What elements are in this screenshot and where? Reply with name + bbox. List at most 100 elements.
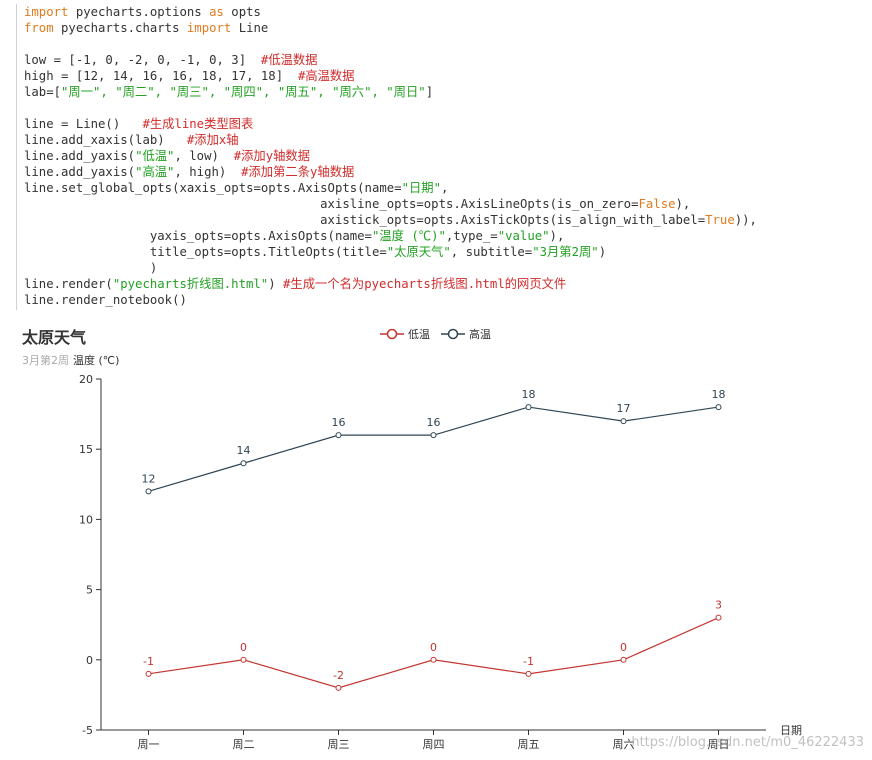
data-point xyxy=(430,656,437,663)
code-token: line.render_notebook() xyxy=(24,293,187,307)
legend-item-high[interactable]: 高温 xyxy=(441,326,491,342)
data-point xyxy=(145,670,152,677)
code-line: line.add_yaxis("高温", high) #添加第二条y轴数据 xyxy=(24,164,354,180)
data-point xyxy=(145,488,152,495)
x-axis-name: 日期 xyxy=(780,724,802,737)
code-token: import xyxy=(186,21,232,35)
data-label: -2 xyxy=(333,669,344,682)
code-token: line.add_yaxis( xyxy=(24,149,136,163)
code-token: line.set_global_opts(xaxis_opts=opts.Axi… xyxy=(24,181,402,195)
code-line: from pyecharts.charts import Line xyxy=(24,20,268,36)
code-token: line.render( xyxy=(24,277,113,291)
data-point xyxy=(525,404,532,411)
data-label: 0 xyxy=(620,641,627,654)
code-token: pyecharts.charts xyxy=(53,21,187,35)
code-line: axisline_opts=opts.AxisLineOpts(is_on_ze… xyxy=(24,196,690,212)
data-label: 16 xyxy=(332,416,346,429)
code-token: #添加x轴 xyxy=(186,133,239,147)
code-token: "太原天气" xyxy=(386,245,451,259)
code-token: , high) xyxy=(174,165,242,179)
x-tick-label: 周五 xyxy=(518,738,540,751)
data-label: 14 xyxy=(237,444,251,457)
line-chart: 太原天气 3月第2周 温度 (℃) 低温 高温 -5 0 5 10 15 20 周一 周二 周三… xyxy=(0,318,872,760)
code-token: "周一", "周二", "周三", "周四", "周五", "周六", "周日" xyxy=(61,85,426,99)
data-point xyxy=(715,404,722,411)
y-tick-label: 20 xyxy=(79,373,93,386)
code-token: False xyxy=(638,197,676,211)
code-token: ), xyxy=(549,229,565,243)
data-point xyxy=(430,432,437,439)
code-line: line.render_notebook() xyxy=(24,292,187,308)
code-token: #生成一个名为pyecharts折线图.html的网页文件 xyxy=(283,277,567,291)
data-label: -1 xyxy=(523,655,534,668)
code-line: line.set_global_opts(xaxis_opts=opts.Axi… xyxy=(24,180,448,196)
code-token: Line xyxy=(231,21,269,35)
code-token: #添加y轴数据 xyxy=(233,149,310,163)
data-label: 0 xyxy=(240,641,247,654)
chart-subtitle: 3月第2周 xyxy=(22,354,69,367)
data-label: 16 xyxy=(427,416,441,429)
data-label: 17 xyxy=(617,402,631,415)
x-tick-label: 周二 xyxy=(233,738,255,751)
code-token: #生成line类型图表 xyxy=(142,117,254,131)
data-label: 3 xyxy=(715,599,722,612)
y-tick-label: 10 xyxy=(79,513,93,526)
code-line: line.add_xaxis(lab) #添加x轴 xyxy=(24,132,239,148)
code-token: "3月第2周" xyxy=(532,245,599,259)
code-token: "value" xyxy=(497,229,550,243)
code-token: line.add_yaxis( xyxy=(24,165,136,179)
data-point xyxy=(240,460,247,467)
code-token: ) xyxy=(598,245,607,259)
code-token: ) xyxy=(268,277,284,291)
data-point xyxy=(620,656,627,663)
data-label: 18 xyxy=(712,388,726,401)
data-label: 0 xyxy=(430,641,437,654)
code-line: lab=["周一", "周二", "周三", "周四", "周五", "周六",… xyxy=(24,84,433,100)
data-point xyxy=(335,684,342,691)
code-token: "高温" xyxy=(135,165,175,179)
data-point xyxy=(715,614,722,621)
code-token: line.add_xaxis(lab) xyxy=(24,133,187,147)
legend-high-icon xyxy=(441,328,465,340)
legend-low-icon xyxy=(380,328,404,340)
data-label: 12 xyxy=(142,472,156,485)
code-cell[interactable]: import pyecharts.options as opts from pye… xyxy=(16,4,864,310)
legend-item-low[interactable]: 低温 xyxy=(380,326,430,342)
code-token: #高温数据 xyxy=(297,69,355,83)
y-tick-label: -5 xyxy=(82,724,93,737)
plot-area: -5 0 5 10 15 20 周一 周二 周三 周四 周五 周六 周日 日期 -1 0 -2 0 -1 0 3 12 14… xyxy=(79,373,802,751)
data-point xyxy=(240,656,247,663)
code-token: opts xyxy=(223,5,261,19)
code-token: title_opts=opts.TitleOpts(title= xyxy=(24,245,387,259)
code-line: line.add_yaxis("低温", low) #添加y轴数据 xyxy=(24,148,310,164)
x-tick-label: 周三 xyxy=(328,738,350,751)
chart-title: 太原天气 xyxy=(22,328,87,347)
code-token: line = Line() xyxy=(24,117,143,131)
x-tick-label: 周日 xyxy=(708,738,730,751)
code-token: lab=[ xyxy=(24,85,62,99)
code-line: line.render("pyecharts折线图.html") #生成一个名为… xyxy=(24,276,566,292)
data-point xyxy=(525,670,532,677)
code-token: high = [12, 14, 16, 16, 18, 17, 18] xyxy=(24,69,298,83)
data-label: 18 xyxy=(522,388,536,401)
code-token: ,type_= xyxy=(445,229,498,243)
code-token: ) xyxy=(24,261,158,275)
code-token: #低温数据 xyxy=(260,53,318,67)
y-tick-label: 15 xyxy=(79,443,93,456)
code-token: axistick_opts=opts.AxisTickOpts(is_align… xyxy=(24,213,706,227)
code-token: from xyxy=(24,21,54,35)
code-token: ] xyxy=(425,85,434,99)
code-token: "低温" xyxy=(135,149,175,163)
data-label: -1 xyxy=(143,655,154,668)
x-tick-label: 周一 xyxy=(138,738,160,751)
x-tick-label: 周四 xyxy=(423,738,445,751)
code-token: as xyxy=(209,5,224,19)
code-line: title_opts=opts.TitleOpts(title="太原天气", … xyxy=(24,244,606,260)
y-tick-label: 0 xyxy=(86,654,93,667)
code-line: axistick_opts=opts.AxisTickOpts(is_align… xyxy=(24,212,757,228)
code-token: pyecharts.options xyxy=(68,5,210,19)
code-token: import xyxy=(24,5,69,19)
code-token: yaxis_opts=opts.AxisOpts(name= xyxy=(24,229,372,243)
code-token: "温度 (℃)" xyxy=(371,229,446,243)
code-token: )), xyxy=(734,213,757,227)
